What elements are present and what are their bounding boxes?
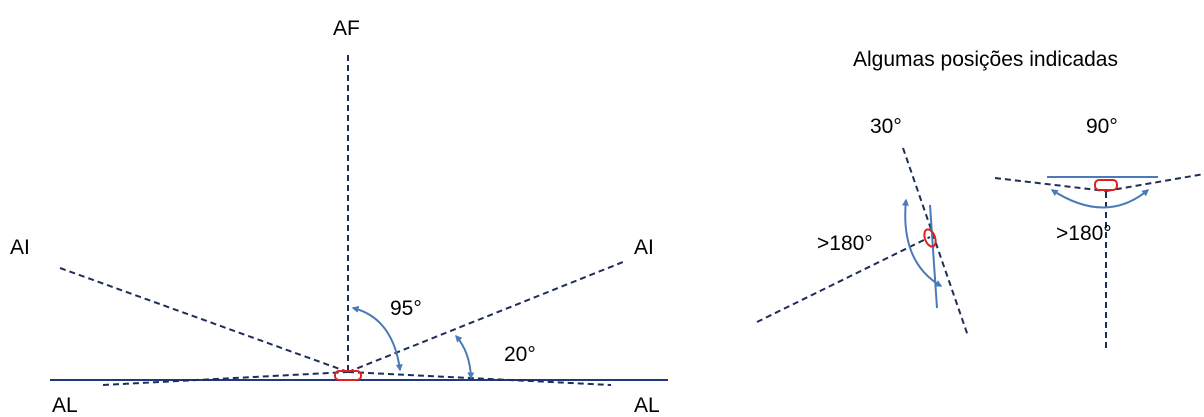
position-90-reflex-arc	[1050, 189, 1150, 209]
position-30-solid-line	[929, 204, 938, 309]
left-inclined-dashed-line	[59, 267, 349, 373]
position-90-right-dashed-line	[1105, 173, 1204, 192]
position-marker	[334, 370, 362, 381]
position-90-angle-label: 90°	[1086, 115, 1118, 138]
position-90-left-dashed-line	[994, 177, 1107, 192]
inset-positions: Algumas posições indicadas 30° >180° 90°…	[756, 48, 1204, 352]
angle-label-20: 20°	[504, 343, 536, 366]
position-90-reflex-label: >180°	[1056, 222, 1112, 245]
label-ai-right: AI	[634, 236, 654, 259]
position-30-shallow-dashed-line	[756, 236, 931, 323]
position-30-steep-dashed-line	[902, 147, 969, 337]
position-30-reflex-label: >180°	[817, 232, 873, 255]
label-al-right: AL	[634, 394, 660, 417]
label-af: AF	[333, 17, 360, 40]
label-al-left: AL	[52, 394, 78, 417]
right-shallow-dashed-line	[347, 371, 612, 386]
inset-title: Algumas posições indicadas	[853, 48, 1118, 71]
angle-arc-20	[455, 334, 475, 380]
left-shallow-dashed-line	[102, 371, 349, 386]
position-90: 90° >180°	[994, 115, 1204, 352]
angle-label-95: 95°	[390, 297, 422, 320]
position-30-reflex-arc	[901, 198, 943, 287]
main-diagram: AF AI AI AL AL 95° 20°	[10, 17, 668, 417]
position-30: 30° >180°	[756, 115, 969, 337]
position-30-angle-label: 30°	[870, 115, 902, 138]
label-ai-left: AI	[10, 236, 30, 259]
position-90-marker	[1094, 179, 1118, 191]
angle-arc-95	[351, 305, 403, 372]
